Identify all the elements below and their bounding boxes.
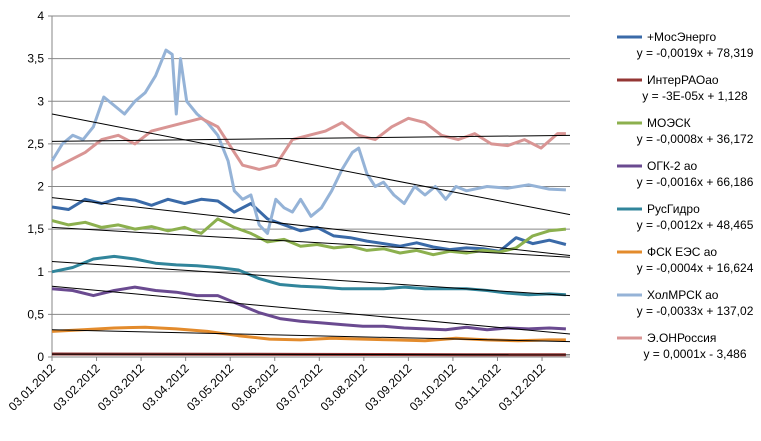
trend-line [51,329,571,343]
x-tick-label: 03.02.2012 [50,361,103,414]
series-line [50,48,566,235]
legend-label: ИнтерРАОао [647,73,719,87]
y-tick-labels: 0 0,5 1 1,5 2 2,5 3 3,5 4 [27,9,44,364]
series-lines [50,48,567,357]
trend-line [51,197,571,257]
y-tick-label: 3 [37,94,44,108]
series-line [51,285,566,332]
trend-line [51,285,571,335]
legend-trend-equation: y = -3E-05x + 1,128 [642,89,748,103]
y-tick-label: 0 [37,350,44,364]
trend-lines [51,113,571,356]
legend-trend-equation: y = -0,0012x + 48,465 [637,218,754,232]
legend-trend-equation: y = -0,0033x + 137,02 [637,304,754,318]
trend-line [51,226,571,258]
x-tick-label: 03.08.2012 [318,361,371,414]
x-tick-label: 03.12.2012 [496,361,549,414]
trend-line [51,353,571,356]
trend-line [51,113,571,216]
y-tick-label: 2 [37,180,44,194]
x-tick-label: 03.04.2012 [139,361,192,414]
trend-line [51,134,571,142]
legend-label: РусГидро [647,202,700,216]
series-line [51,196,567,253]
y-tick-label: 2,5 [27,137,44,151]
x-tick-label: 03.10.2012 [407,361,460,414]
legend-trend-equation: y = -0,0008x + 36,172 [637,132,754,146]
legend-label: МОЭСК [647,116,691,130]
legend-label: ОГК-2 ао [647,159,698,173]
legend-trend-equation: y = 0,0001x - 3,486 [643,347,746,361]
legend-label: ХолМРСК ао [647,288,719,302]
legend-label: Э.ОНРоссия [647,331,716,345]
x-tick-label: 03.01.2012 [6,361,59,414]
series-line [51,217,567,257]
legend-trend-equation: y = -0,0004x + 16,624 [637,261,754,275]
legend-trend-equation: y = -0,0019x + 78,319 [637,46,754,60]
legend-label: +МосЭнерго [647,30,717,44]
x-tick-label: 03.05.2012 [184,361,237,414]
legend-trend-equation: y = -0,0016x + 66,186 [637,175,754,189]
legend: +МосЭнерго y = -0,0019x + 78,319 ИнтерРАОа… [617,30,754,361]
y-tick-label: 0,5 [27,307,44,321]
y-tick-label: 1,5 [27,222,44,236]
x-tick-label: 03.03.2012 [95,361,148,414]
y-tick-label: 3,5 [27,52,44,66]
x-tick-label: 03.06.2012 [228,361,281,414]
x-tick-label: 03.09.2012 [362,361,415,414]
series-line [51,116,566,171]
y-tick-label: 4 [37,9,44,23]
trend-line [51,261,571,297]
axes [48,15,570,361]
x-tick-labels: 03.01.201203.02.201203.03.201203.04.2012… [6,361,549,414]
legend-label: ФСК ЕЭС ао [647,245,717,259]
y-tick-label: 1 [37,265,44,279]
x-tick-label: 03.07.2012 [273,361,326,414]
